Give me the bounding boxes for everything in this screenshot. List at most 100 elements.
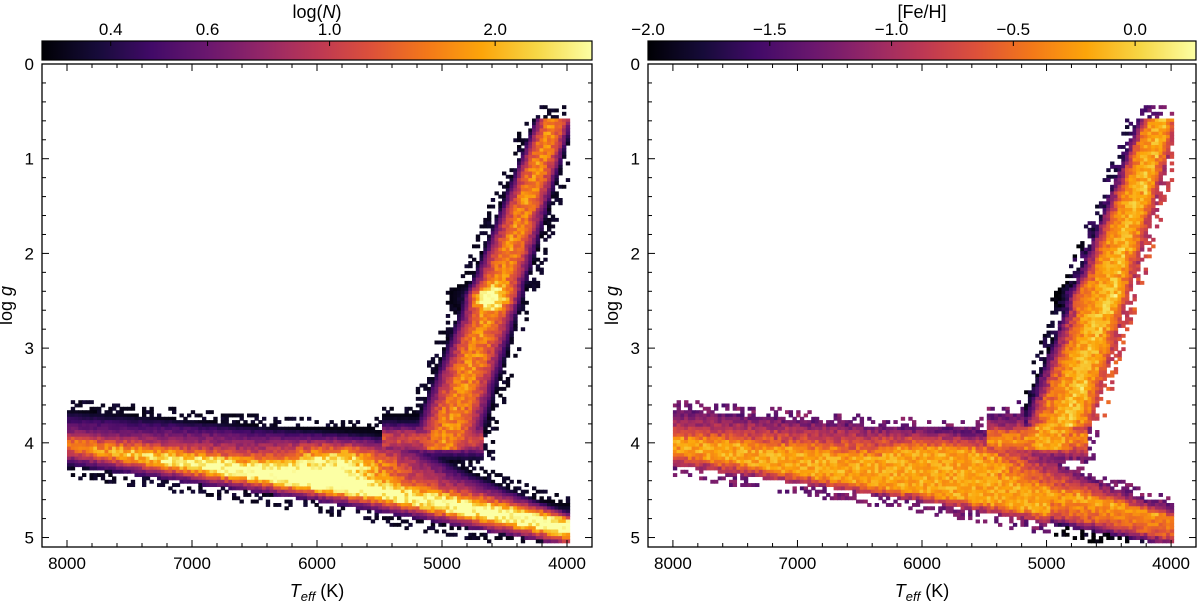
cell: [82, 456, 87, 461]
cell: [513, 499, 518, 504]
cell: [445, 476, 451, 481]
cell: [505, 244, 511, 249]
cell: [355, 436, 361, 441]
cell: [457, 373, 462, 378]
cell: [213, 469, 218, 474]
cell: [517, 204, 522, 209]
cell: [434, 479, 439, 484]
cell: [408, 449, 413, 454]
cell: [337, 449, 342, 454]
cell: [513, 270, 518, 275]
cell: [479, 400, 484, 405]
cell: [565, 125, 571, 130]
cell: [449, 420, 454, 425]
cell: [93, 459, 98, 464]
cell: [699, 410, 704, 415]
cell: [393, 476, 398, 481]
cell: [397, 503, 402, 507]
cell: [314, 489, 319, 494]
cell: [269, 486, 274, 491]
cell: [687, 449, 693, 454]
cell: [265, 499, 271, 504]
cell: [513, 294, 518, 299]
cell: [475, 290, 481, 295]
cell: [427, 363, 432, 368]
cell: [153, 456, 158, 461]
cell: [520, 214, 526, 219]
cell: [104, 453, 109, 458]
cell: [449, 353, 454, 358]
cell: [543, 489, 548, 494]
cell: [547, 121, 552, 126]
cell: [205, 430, 211, 434]
cell: [389, 433, 394, 438]
cell: [164, 426, 169, 431]
cell: [487, 350, 492, 355]
cell: [453, 456, 458, 461]
cell: [78, 476, 83, 481]
cell: [273, 436, 278, 441]
cell: [468, 353, 473, 358]
cell: [299, 416, 304, 421]
cell: [490, 284, 496, 289]
cell: [460, 522, 466, 527]
cell: [543, 208, 548, 212]
cell: [400, 512, 406, 517]
cell: [295, 463, 301, 468]
cell: [82, 430, 87, 434]
cell: [112, 426, 117, 431]
cell: [524, 536, 529, 541]
cell: [490, 373, 496, 378]
cell: [494, 516, 499, 521]
cell: [535, 512, 541, 517]
cell: [434, 463, 439, 468]
cell: [194, 433, 199, 438]
cell: [348, 436, 353, 441]
cell: [479, 367, 484, 372]
cell: [524, 247, 529, 252]
cell: [457, 340, 462, 345]
cell: [524, 188, 529, 193]
cell: [138, 466, 143, 471]
cell: [490, 426, 496, 431]
cell: [419, 446, 424, 451]
cell: [502, 237, 507, 242]
cell: [292, 449, 297, 454]
cell: [517, 267, 522, 272]
cell: [509, 237, 514, 242]
cell: [310, 486, 316, 491]
y-axis-label-left-italic: g: [0, 286, 16, 296]
cell: [490, 237, 496, 242]
cell: [676, 423, 681, 428]
cell: [415, 456, 421, 461]
cell: [277, 493, 282, 497]
cell: [565, 161, 571, 166]
cell: [472, 244, 477, 249]
cell: [468, 327, 473, 332]
cell: [393, 512, 398, 517]
cell: [434, 367, 439, 372]
cell: [524, 310, 529, 315]
cell: [449, 360, 454, 365]
cell: [498, 194, 503, 199]
cell: [254, 416, 259, 421]
cell: [453, 420, 458, 425]
cell: [472, 532, 477, 537]
cell: [232, 463, 237, 468]
cell: [337, 436, 342, 441]
cell: [149, 479, 154, 484]
cell: [539, 161, 544, 166]
cell: [337, 483, 342, 488]
cell: [509, 307, 514, 312]
cell: [397, 423, 402, 428]
cell: [464, 420, 469, 425]
cell: [355, 506, 361, 511]
cell: [363, 430, 368, 434]
cell: [243, 433, 248, 438]
cell: [423, 512, 428, 517]
cell: [355, 469, 361, 474]
cell: [262, 483, 267, 488]
cell: [513, 221, 518, 226]
cell: [397, 469, 402, 474]
cell: [539, 201, 544, 206]
